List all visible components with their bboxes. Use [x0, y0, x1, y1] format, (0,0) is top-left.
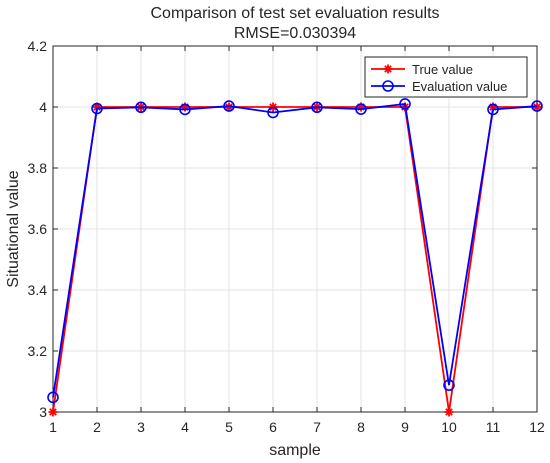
legend-box [364, 56, 528, 98]
asterisk-stroke [384, 65, 392, 73]
x-tick-label: 12 [529, 419, 545, 435]
chart-title: Comparison of test set evaluation result… [150, 5, 439, 22]
legend-label: True value [412, 62, 473, 77]
data-point-evaluation-value [311, 101, 323, 114]
data-point-evaluation-value [223, 100, 235, 112]
asterisk-stroke [533, 103, 541, 111]
x-tick-label: 2 [93, 419, 101, 435]
y-tick-label: 4.2 [28, 38, 48, 54]
asterisk-stroke [93, 103, 101, 111]
y-tick-label: 3.4 [28, 282, 48, 298]
data-point-evaluation-value [355, 103, 367, 115]
asterisk-stroke [445, 408, 453, 416]
legend-label: Evaluation value [412, 79, 507, 94]
y-tick-label: 3.8 [28, 160, 48, 176]
legend-marker [383, 64, 393, 74]
data-point-evaluation-value [399, 98, 411, 110]
x-tick-label: 9 [401, 419, 409, 435]
x-tick-label: 6 [269, 419, 277, 435]
series-evaluation-value [47, 98, 543, 404]
legend-entry-evaluation-value: Evaluation value [371, 79, 507, 94]
x-tick-label: 5 [225, 419, 233, 435]
series-line-evaluation-value [52, 102, 538, 398]
x-tick-label: 10 [441, 419, 457, 435]
y-tick-label: 3.2 [28, 343, 48, 359]
legend-marker [382, 80, 394, 92]
legend: True value Evaluation value [364, 56, 528, 98]
asterisk-stroke [49, 408, 57, 416]
data-point-evaluation-value [443, 379, 455, 391]
x-tick-label: 4 [181, 419, 189, 435]
x-tick-label: 7 [313, 419, 321, 435]
x-tick-label: 8 [357, 419, 365, 435]
y-tick-label: 3 [39, 404, 47, 420]
y-tick-label: 3.6 [28, 221, 48, 237]
y-axis-label: Situational value [5, 170, 22, 288]
data-point-evaluation-value [135, 101, 147, 114]
data-point-evaluation-value [531, 100, 543, 112]
legend-entry-true-value: True value [371, 62, 473, 77]
data-point-evaluation-value [91, 102, 103, 115]
series-group [47, 98, 543, 417]
data-point-evaluation-value [179, 103, 191, 116]
chart-subtitle: RMSE=0.030394 [234, 25, 356, 42]
data-point-true-value [444, 407, 454, 417]
y-tick-label: 4 [39, 99, 47, 115]
data-point-evaluation-value [47, 391, 59, 404]
x-tick-label: 11 [486, 419, 501, 435]
x-axis-label: sample [269, 442, 321, 459]
x-tick-label: 1 [49, 419, 57, 435]
x-tick-label: 3 [137, 419, 145, 435]
data-point-true-value [48, 407, 58, 417]
data-point-evaluation-value [267, 106, 279, 119]
asterisk-stroke [225, 103, 233, 111]
data-point-evaluation-value [487, 103, 499, 116]
